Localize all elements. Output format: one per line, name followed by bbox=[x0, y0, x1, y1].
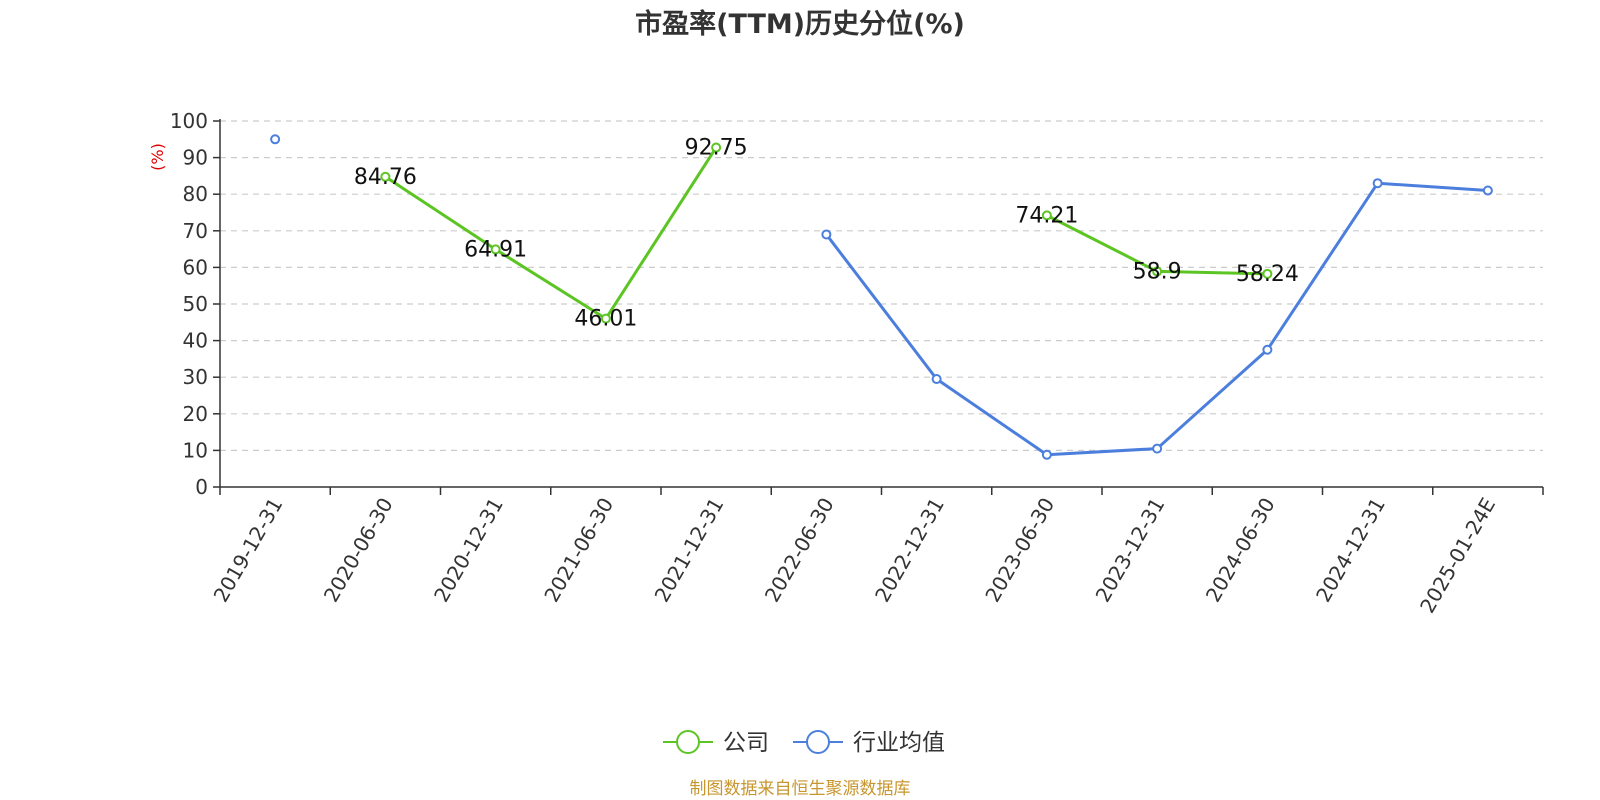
legend-label: 公司 bbox=[723, 730, 769, 756]
chart-title: 市盈率(TTM)历史分位(%) bbox=[635, 8, 965, 40]
y-tick-label: 30 bbox=[183, 365, 208, 389]
x-tick-label: 2024-06-30 bbox=[1201, 494, 1280, 607]
y-tick-label: 10 bbox=[183, 438, 208, 462]
legend-marker-icon bbox=[676, 730, 700, 754]
legend-item: 公司 bbox=[663, 730, 769, 756]
data-point bbox=[1152, 266, 1163, 277]
data-point bbox=[1041, 449, 1052, 460]
y-tick-label: 80 bbox=[183, 182, 208, 206]
y-tick-label: 100 bbox=[170, 109, 208, 133]
series-group bbox=[380, 142, 1273, 324]
series-line bbox=[384, 146, 718, 321]
data-label: 58.24 bbox=[1236, 262, 1299, 287]
y-axis-label: (%) bbox=[148, 143, 167, 171]
data-label: 64.91 bbox=[464, 237, 527, 262]
x-tick-label: 2019-12-31 bbox=[209, 494, 288, 607]
x-tick-label: 2023-06-30 bbox=[980, 494, 1059, 607]
legend-marker-icon bbox=[806, 730, 830, 754]
y-tick-label: 20 bbox=[183, 402, 208, 426]
x-tick-label: 2024-12-31 bbox=[1311, 494, 1390, 607]
y-tick-label: 90 bbox=[183, 146, 208, 170]
legend: 公司 行业均值 bbox=[663, 730, 945, 756]
data-point bbox=[1041, 210, 1052, 221]
y-tick-label: 70 bbox=[183, 219, 208, 243]
data-label: 74.21 bbox=[1015, 203, 1078, 228]
data-label: 46.01 bbox=[574, 307, 637, 332]
legend-label: 行业均值 bbox=[853, 730, 945, 756]
y-tick-label: 60 bbox=[183, 255, 208, 279]
data-point bbox=[711, 142, 722, 153]
series-layer bbox=[270, 134, 1493, 460]
x-tick-label: 2020-06-30 bbox=[319, 494, 398, 607]
data-labels: 84.76 64.91 46.01 92.75 74.21 58.9 58.24 bbox=[354, 136, 1299, 332]
data-point bbox=[931, 374, 942, 385]
data-label: 58.9 bbox=[1133, 259, 1182, 284]
grid-lines bbox=[220, 120, 1543, 451]
data-point bbox=[270, 134, 281, 145]
x-tick-label: 2022-06-30 bbox=[760, 494, 839, 607]
y-tick-label: 0 bbox=[195, 475, 208, 499]
data-point bbox=[821, 229, 832, 240]
source-text: 制图数据来自恒生聚源数据库 bbox=[690, 779, 911, 799]
x-tick-label: 2021-12-31 bbox=[650, 494, 729, 607]
x-tick-label: 2023-12-31 bbox=[1091, 494, 1170, 607]
x-tick-label: 2021-06-30 bbox=[539, 494, 618, 607]
data-point bbox=[1262, 268, 1273, 279]
data-point bbox=[380, 171, 391, 182]
data-point bbox=[1482, 185, 1493, 196]
x-tick-label: 2020-12-31 bbox=[429, 494, 508, 607]
x-tick-label: 2025-01-24E bbox=[1415, 494, 1500, 618]
y-tick-label: 50 bbox=[183, 292, 208, 316]
x-tick-label: 2022-12-31 bbox=[870, 494, 949, 607]
legend-item: 行业均值 bbox=[793, 730, 945, 756]
data-point bbox=[490, 244, 501, 255]
data-point bbox=[1262, 344, 1273, 355]
y-tick-label: 40 bbox=[183, 329, 208, 353]
data-point bbox=[600, 313, 611, 324]
data-label: 92.75 bbox=[685, 136, 748, 161]
series-group bbox=[270, 134, 1493, 460]
data-point bbox=[1152, 443, 1163, 454]
data-label: 84.76 bbox=[354, 165, 417, 190]
data-point bbox=[1372, 178, 1383, 189]
